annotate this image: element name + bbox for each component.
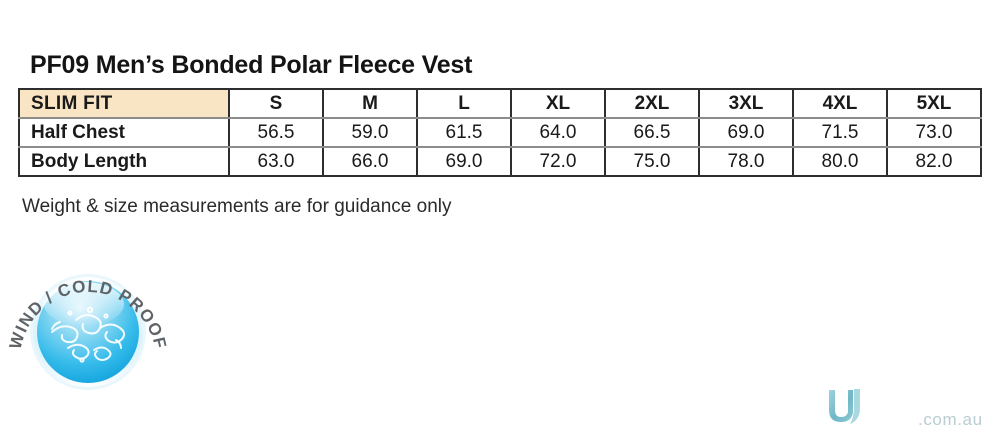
fit-type-header: SLIM FIT bbox=[18, 88, 230, 119]
measurement-label-half-chest: Half Chest bbox=[18, 118, 230, 148]
body-length-5xl: 82.0 bbox=[887, 147, 982, 177]
table-row: Body Length 63.0 66.0 69.0 72.0 75.0 78.… bbox=[18, 147, 982, 177]
wind-cold-proof-icon: WIND / COLD PROOF bbox=[6, 274, 169, 390]
body-length-4xl: 80.0 bbox=[793, 147, 888, 177]
size-chart-table: SLIM FIT S M L XL 2XL 3XL 4XL 5XL Half C… bbox=[18, 88, 982, 177]
size-header-l: L bbox=[417, 88, 512, 119]
table-row: Half Chest 56.5 59.0 61.5 64.0 66.5 69.0… bbox=[18, 118, 982, 148]
half-chest-2xl: 66.5 bbox=[605, 118, 700, 148]
measurement-label-body-length: Body Length bbox=[18, 147, 230, 177]
brand-mark-icon[interactable] bbox=[820, 386, 872, 428]
size-header-3xl: 3XL bbox=[699, 88, 794, 119]
half-chest-l: 61.5 bbox=[417, 118, 512, 148]
half-chest-s: 56.5 bbox=[229, 118, 324, 148]
half-chest-5xl: 73.0 bbox=[887, 118, 982, 148]
half-chest-xl: 64.0 bbox=[511, 118, 606, 148]
brand-domain-text: .com.au bbox=[918, 410, 983, 429]
size-header-m: M bbox=[323, 88, 418, 119]
size-header-s: S bbox=[229, 88, 324, 119]
guidance-note: Weight & size measurements are for guida… bbox=[22, 196, 452, 217]
half-chest-m: 59.0 bbox=[323, 118, 418, 148]
body-length-m: 66.0 bbox=[323, 147, 418, 177]
half-chest-3xl: 69.0 bbox=[699, 118, 794, 148]
half-chest-4xl: 71.5 bbox=[793, 118, 888, 148]
water-splash-icon bbox=[51, 306, 126, 363]
body-length-s: 63.0 bbox=[229, 147, 324, 177]
size-header-2xl: 2XL bbox=[605, 88, 700, 119]
body-length-2xl: 75.0 bbox=[605, 147, 700, 177]
wind-cold-proof-badge: WIND / COLD PROOF bbox=[6, 256, 176, 396]
size-header-5xl: 5XL bbox=[887, 88, 982, 119]
size-header-xl: XL bbox=[511, 88, 606, 119]
brand-logo[interactable]: .com.au bbox=[820, 386, 990, 434]
logo-u-shape bbox=[829, 390, 853, 422]
size-header-4xl: 4XL bbox=[793, 88, 888, 119]
body-length-3xl: 78.0 bbox=[699, 147, 794, 177]
body-length-xl: 72.0 bbox=[511, 147, 606, 177]
size-chart: SLIM FIT S M L XL 2XL 3XL 4XL 5XL Half C… bbox=[18, 88, 982, 177]
body-length-l: 69.0 bbox=[417, 147, 512, 177]
table-header-row: SLIM FIT S M L XL 2XL 3XL 4XL 5XL bbox=[18, 88, 982, 119]
page-title: PF09 Men’s Bonded Polar Fleece Vest bbox=[30, 51, 473, 79]
logo-swoosh bbox=[850, 389, 860, 424]
